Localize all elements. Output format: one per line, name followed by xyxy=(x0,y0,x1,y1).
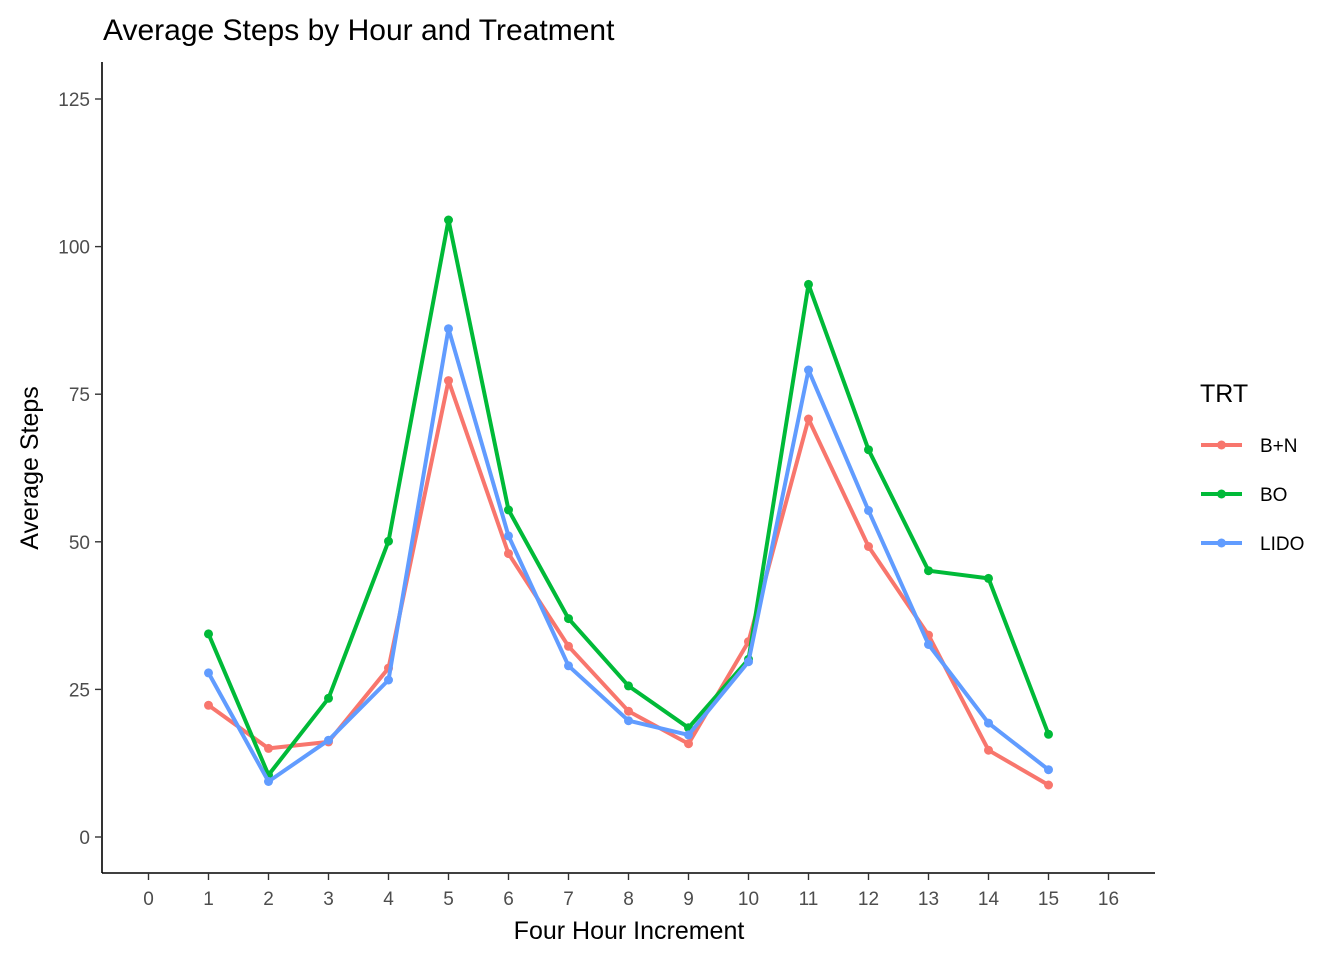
x-axis-title: Four Hour Increment xyxy=(514,917,745,945)
legend: TRT B+N BO LIDO xyxy=(1200,380,1304,555)
x-tick-label: 1 xyxy=(203,889,214,910)
series-bo xyxy=(204,215,1053,780)
x-tick-label: 11 xyxy=(799,889,819,910)
data-point-lido xyxy=(1044,765,1053,775)
data-point-lido xyxy=(864,506,873,515)
legend-key-point xyxy=(1217,489,1226,499)
data-point-b-n xyxy=(444,376,453,386)
y-tick-label: 25 xyxy=(69,680,90,701)
x-tick-label: 8 xyxy=(623,889,634,910)
legend-label: BO xyxy=(1260,485,1287,506)
data-point-bo xyxy=(924,566,933,576)
data-point-lido xyxy=(444,324,453,334)
data-point-bo xyxy=(444,215,453,225)
legend-label: B+N xyxy=(1260,436,1298,457)
x-tick-label: 15 xyxy=(1038,889,1059,910)
chart-title: Average Steps by Hour and Treatment xyxy=(103,14,615,47)
y-tick-label: 75 xyxy=(69,385,90,406)
series-b-n xyxy=(204,376,1053,790)
data-point-bo xyxy=(384,536,393,546)
data-point-b-n xyxy=(564,641,573,651)
data-point-bo xyxy=(804,279,813,289)
data-point-b-n xyxy=(804,414,813,424)
data-point-lido xyxy=(504,531,513,541)
x-tick-label: 12 xyxy=(858,889,879,910)
x-tick-label: 0 xyxy=(143,889,154,910)
data-point-b-n xyxy=(504,549,513,559)
series-line-bo xyxy=(206,218,1051,777)
series-layer xyxy=(204,215,1053,790)
data-point-b-n xyxy=(624,706,633,716)
x-tick-label: 6 xyxy=(503,889,514,910)
data-point-lido xyxy=(984,718,993,728)
x-tick-label: 10 xyxy=(738,889,759,910)
x-tick-label: 13 xyxy=(918,889,939,910)
data-point-lido xyxy=(564,661,573,671)
data-point-lido xyxy=(624,716,633,726)
legend-label: LIDO xyxy=(1260,534,1304,555)
data-point-lido xyxy=(744,657,753,667)
data-point-b-n xyxy=(264,743,273,753)
data-point-lido xyxy=(924,640,933,649)
y-tick-label: 50 xyxy=(69,533,90,554)
x-tick-label: 9 xyxy=(683,889,694,910)
data-point-bo xyxy=(504,505,513,515)
data-point-lido xyxy=(204,668,213,678)
data-point-lido xyxy=(804,365,813,375)
data-point-bo xyxy=(1044,729,1053,739)
x-tick-label: 7 xyxy=(563,889,574,910)
legend-item-lido: LIDO xyxy=(1201,534,1304,555)
x-tick-label: 4 xyxy=(383,889,394,910)
data-point-bo xyxy=(984,573,993,583)
series-lido xyxy=(204,324,1053,786)
legend-key-point xyxy=(1217,538,1226,548)
x-tick-label: 5 xyxy=(443,889,454,910)
data-point-bo xyxy=(624,681,633,691)
x-tick-label: 14 xyxy=(978,889,1000,910)
data-point-b-n xyxy=(864,542,873,551)
y-tick-label: 0 xyxy=(79,828,90,849)
legend-item-b-n: B+N xyxy=(1201,436,1298,457)
data-point-bo xyxy=(864,445,873,455)
data-point-lido xyxy=(324,735,333,745)
y-tick-label: 100 xyxy=(58,238,90,259)
x-tick-label: 16 xyxy=(1098,889,1119,910)
legend-key-point xyxy=(1217,440,1226,450)
data-point-lido xyxy=(684,730,693,740)
data-point-b-n xyxy=(984,745,993,755)
x-tick-label: 2 xyxy=(263,889,274,910)
y-axis-title: Average Steps xyxy=(16,386,44,550)
data-point-bo xyxy=(564,614,573,624)
data-point-lido xyxy=(264,777,273,786)
legend-title: TRT xyxy=(1200,380,1248,408)
data-point-b-n xyxy=(1044,780,1053,790)
data-point-b-n xyxy=(684,739,693,749)
data-point-b-n xyxy=(204,700,213,710)
data-point-lido xyxy=(384,675,393,685)
data-point-bo xyxy=(324,693,333,703)
data-point-bo xyxy=(204,629,213,639)
legend-item-bo: BO xyxy=(1201,485,1287,506)
x-tick-label: 3 xyxy=(323,889,334,910)
y-tick-label: 125 xyxy=(58,90,90,111)
